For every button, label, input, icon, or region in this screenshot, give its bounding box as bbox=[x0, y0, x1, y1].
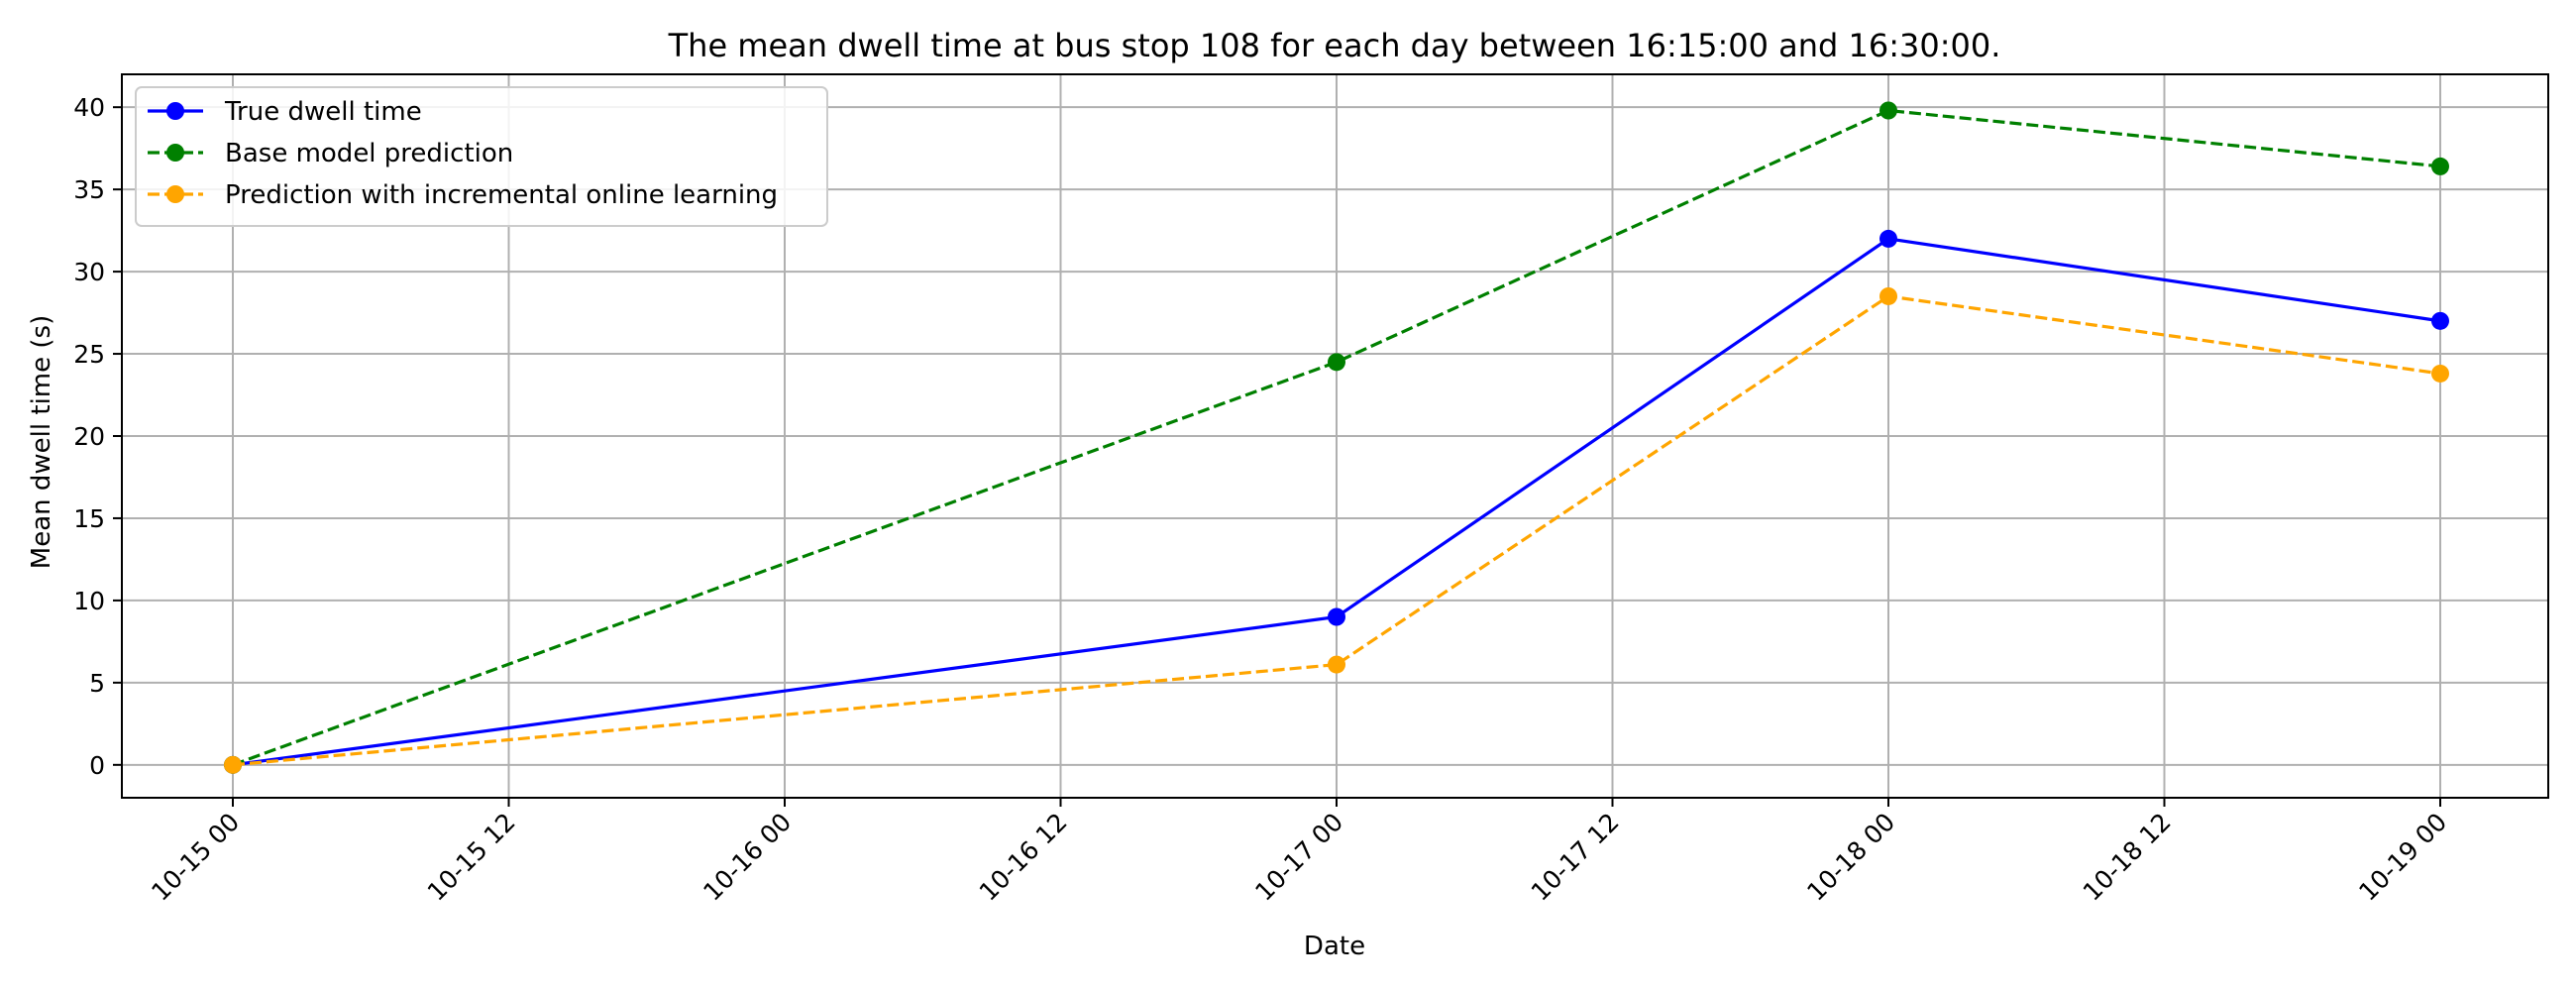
data-point bbox=[224, 755, 242, 774]
data-point bbox=[2431, 364, 2449, 383]
y-tick-label: 0 bbox=[89, 751, 105, 780]
series-line bbox=[232, 237, 2441, 767]
x-tick-label: 10-18 12 bbox=[2078, 808, 2177, 907]
data-point bbox=[1328, 607, 1345, 626]
x-tick-label: 10-15 00 bbox=[146, 808, 245, 907]
y-axis-label: Mean dwell time (s) bbox=[27, 315, 56, 569]
y-tick-label: 10 bbox=[73, 587, 105, 615]
series-line bbox=[232, 294, 2441, 767]
y-tick-label: 25 bbox=[73, 340, 105, 369]
y-tick-label: 40 bbox=[73, 93, 105, 122]
y-tick-label: 30 bbox=[73, 258, 105, 286]
legend-label: Base model prediction bbox=[225, 139, 513, 168]
legend: True dwell time Base model prediction Pred… bbox=[135, 86, 828, 227]
legend-marker bbox=[166, 144, 184, 162]
legend-label: True dwell time bbox=[224, 97, 422, 127]
x-tick-label: 10-16 12 bbox=[974, 808, 1073, 907]
y-tick-label: 20 bbox=[73, 422, 105, 451]
x-tick-label: 10-16 00 bbox=[698, 808, 797, 907]
y-tick-label: 5 bbox=[89, 669, 105, 698]
data-point bbox=[2431, 157, 2449, 175]
x-tick-label: 10-15 12 bbox=[422, 808, 521, 907]
data-point bbox=[1879, 101, 1897, 120]
data-point bbox=[1879, 229, 1897, 248]
y-axis: 0 5 10 15 20 25 30 35 40 bbox=[73, 93, 122, 780]
series-line bbox=[232, 108, 2441, 767]
x-axis-label: Date bbox=[1304, 932, 1365, 961]
series-3 bbox=[224, 286, 2449, 774]
x-axis: 10-15 00 10-15 12 10-16 00 10-16 12 10-17 00… bbox=[146, 798, 2452, 907]
data-point bbox=[1328, 353, 1345, 372]
x-tick-label: 10-17 12 bbox=[1526, 808, 1625, 907]
y-tick-label: 15 bbox=[73, 504, 105, 533]
legend-box bbox=[135, 86, 828, 227]
legend-marker bbox=[166, 102, 184, 120]
chart-title: The mean dwell time at bus stop 108 for … bbox=[668, 27, 2001, 64]
legend-marker bbox=[166, 185, 184, 203]
data-point bbox=[1879, 286, 1897, 305]
x-tick-label: 10-19 00 bbox=[2353, 808, 2452, 907]
data-point bbox=[1328, 655, 1345, 674]
y-tick-label: 35 bbox=[73, 175, 105, 204]
grid-lines bbox=[122, 74, 2548, 798]
data-point bbox=[2431, 311, 2449, 330]
series-layer bbox=[224, 101, 2449, 774]
legend-label: Prediction with incremental online learn… bbox=[225, 180, 778, 210]
x-tick-label: 10-17 00 bbox=[1249, 808, 1348, 907]
x-tick-label: 10-18 00 bbox=[1801, 808, 1900, 907]
